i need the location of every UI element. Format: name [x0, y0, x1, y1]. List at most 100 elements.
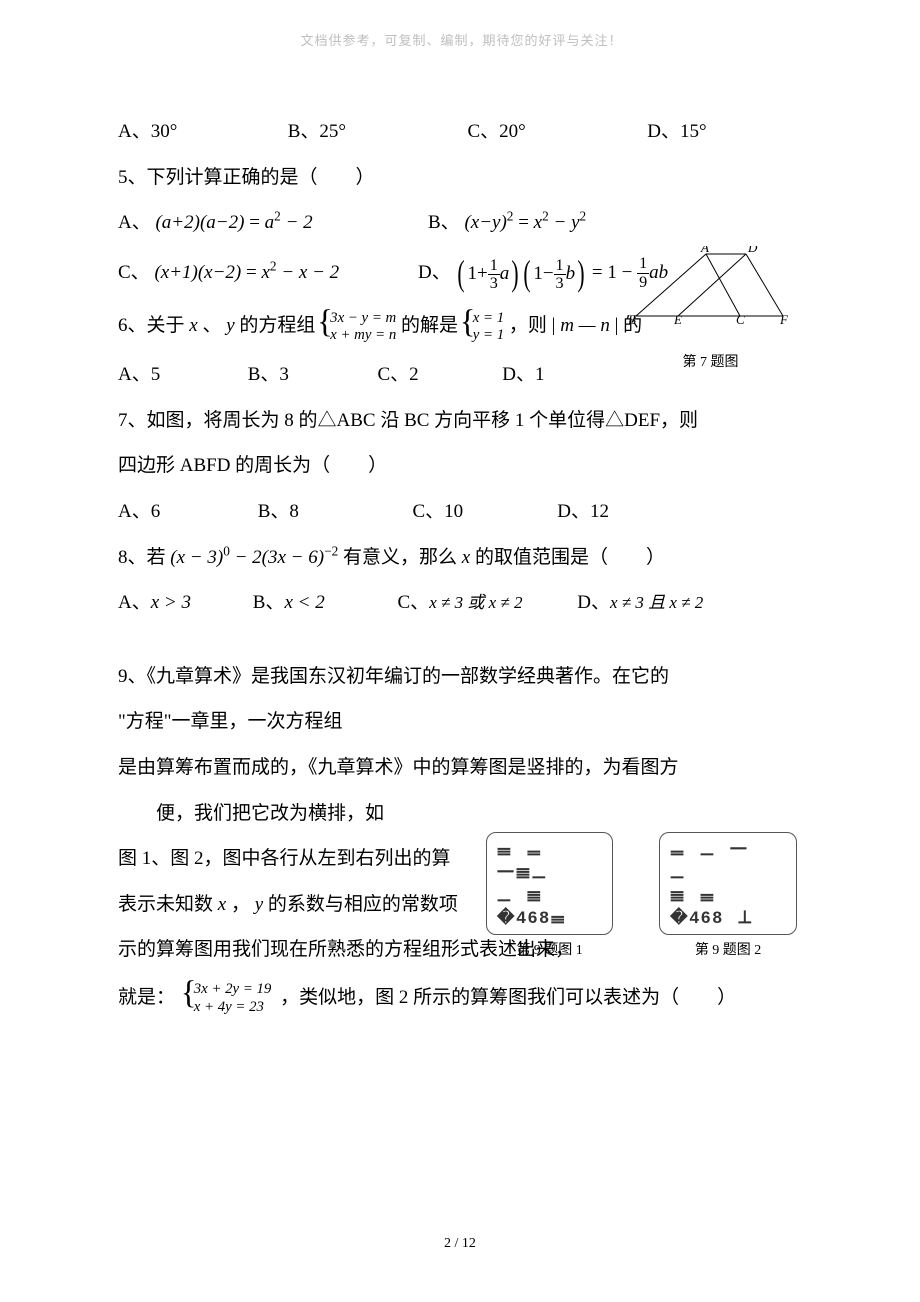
page-number: 2 / 12	[0, 1236, 920, 1252]
q4-opt-b: B、25°	[288, 109, 463, 155]
q8-lb: B、	[253, 592, 285, 613]
watermark-text: 文档供参考，可复制、编制，期待您的好评与关注！	[118, 30, 805, 49]
q6-x: x	[189, 315, 197, 336]
q8-x: x	[462, 547, 470, 568]
q5-b-sup2: 2	[542, 209, 549, 224]
q7-opt-c: C、10	[413, 489, 553, 535]
q7-line1: 7、如图，将周长为 8 的△ABC 沿 BC 方向平移 1 个单位得△DEF，则	[118, 398, 805, 444]
q5-d-p3: 1−	[533, 263, 553, 284]
q5-a-rhs2: − 2	[286, 212, 313, 233]
q8-a: 8、若	[118, 547, 170, 568]
q9-8b: ，类似地，图 2 所示的算筹图我们可以表述为（ ）	[280, 987, 736, 1008]
q5-c-rhs1: x	[261, 262, 269, 283]
q9-line5: 图 1、图 2，图中各行从左到右列出的算	[118, 836, 468, 882]
q9-6m: ，	[231, 894, 250, 915]
q7-opt-d: D、12	[557, 489, 609, 535]
svg-text:A: A	[700, 246, 709, 255]
q5-a-sup: 2	[274, 209, 281, 224]
q8-mid: − 2(3x − 6)	[235, 547, 324, 568]
q9-line4: 便，我们把它改为横排，如	[118, 791, 805, 837]
q5-eq-b: =	[518, 212, 533, 233]
frac-num: 1	[554, 257, 566, 275]
q9-6a: 表示未知数	[118, 894, 218, 915]
q5-b-rhs1: x	[534, 212, 542, 233]
q5-eq: =	[249, 212, 264, 233]
q5-opt-d-label: D、	[418, 262, 451, 283]
q8-la: A、	[118, 592, 151, 613]
q9-sysb: x + 4y = 23	[194, 999, 272, 1016]
q7-options: A、6 B、8 C、10 D、12	[118, 489, 805, 535]
q8-lc: C、	[398, 592, 430, 613]
q5-d-p2: a	[500, 263, 510, 284]
q8-b: 有意义，那么	[343, 547, 462, 568]
q5-d-p1: 1+	[468, 263, 488, 284]
q6-sys1: 3x − y = m x + my = n	[320, 310, 396, 344]
q7-opt-b: B、8	[258, 489, 408, 535]
q5-opt-a-label: A、	[118, 212, 151, 233]
q5-eq-c: =	[246, 262, 261, 283]
q4-opt-d: D、15°	[647, 109, 706, 155]
q6-opt-a: A、5	[118, 352, 243, 398]
q5-row-ab: A、 (a+2)(a−2) = a2 − 2 B、 (x−y)2 = x2 − …	[118, 200, 805, 246]
q6-c: 的解是	[401, 315, 463, 336]
q5-opt-b-label: B、	[428, 212, 460, 233]
q8-ld: D、	[577, 592, 610, 613]
q9-6x: x	[218, 894, 226, 915]
q8-e1: (x − 3)	[170, 547, 223, 568]
q5-a-lhs: (a+2)(a−2)	[155, 212, 244, 233]
q9-line8: 就是： 3x + 2y = 19 x + 4y = 23 ，类似地，图 2 所示…	[118, 973, 805, 1022]
q6-b: 的方程组	[239, 315, 320, 336]
q8-opt-c: x ≠ 3 或 x ≠ 2	[429, 593, 522, 612]
q9-6y: y	[255, 894, 263, 915]
q9-block: 9、《九章算术》是我国东汉初年编订的一部数学经典著作。在它的 "方程"一章里，一…	[118, 654, 805, 1023]
q6-opt-b: B、3	[248, 352, 373, 398]
q9-line2: "方程"一章里，一次方程组	[118, 699, 805, 745]
q9-sys: 3x + 2y = 19 x + 4y = 23	[184, 981, 272, 1015]
q9-line7: 示的算筹图用我们现在所熟悉的方程组形式表述出来，	[118, 927, 805, 973]
q9-6b: 的系数与相应的常数项	[268, 894, 458, 915]
q5-d-p4: b	[566, 263, 576, 284]
q5-opt-c-label: C、	[118, 262, 150, 283]
q6-opt-c: C、2	[378, 352, 498, 398]
q6-a: 6、关于	[118, 315, 189, 336]
q6-e: | 的	[615, 315, 643, 336]
q7-opt-a: A、6	[118, 489, 253, 535]
q5-b-sup3: 2	[580, 209, 587, 224]
q6-stem: 6、关于 x 、 y 的方程组 3x − y = m x + my = n 的解…	[118, 299, 805, 352]
q5-b-sup1: 2	[507, 209, 514, 224]
q9-8a: 就是：	[118, 987, 175, 1008]
q5-c-lhs: (x+1)(x−2)	[154, 262, 241, 283]
q6-sys1b: x + my = n	[330, 327, 396, 344]
q5-c-rhs2: − x − 2	[281, 262, 339, 283]
frac-num: 1	[488, 257, 500, 275]
q6-y: y	[226, 315, 234, 336]
q4-opt-a: A、30°	[118, 109, 283, 155]
q4-options: A、30° B、25° C、20° D、15°	[118, 109, 805, 155]
q6-sys1a: 3x − y = m	[330, 310, 396, 327]
q6-d: ，则 |	[509, 315, 560, 336]
q9-line3: 是由算筹布置而成的，《九章算术》中的算筹图是竖排的，为看图方	[118, 745, 805, 791]
frac-den: 3	[554, 274, 566, 293]
q6-opt-d: D、1	[502, 352, 544, 398]
q9-sysa: 3x + 2y = 19	[194, 981, 272, 998]
q7-line2: 四边形 ABFD 的周长为（ ）	[118, 443, 805, 489]
q8-stem: 8、若 (x − 3)0 − 2(3x − 6)−2 有意义，那么 x 的取值范…	[118, 535, 805, 581]
frac-den: 3	[488, 274, 500, 293]
q6-sys2a: x = 1	[473, 310, 504, 327]
q6-sys2: x = 1 y = 1	[463, 310, 504, 344]
q6-options: A、5 B、3 C、2 D、1	[118, 352, 805, 398]
svg-text:D: D	[747, 246, 758, 255]
q9-line6: 表示未知数 x ， y 的系数与相应的常数项	[118, 882, 508, 928]
q8-options: A、x > 3 B、x < 2 C、x ≠ 3 或 x ≠ 2 D、x ≠ 3 …	[118, 580, 805, 626]
q8-opt-d: x ≠ 3 且 x ≠ 2	[610, 593, 703, 612]
document-page: 文档供参考，可复制、编制，期待您的好评与关注！ A、30° B、25° C、20…	[0, 0, 920, 1302]
q6-mid1: 、	[202, 315, 221, 336]
q5-b-rhs2: − y	[554, 212, 580, 233]
q8-opt-a: x > 3	[151, 592, 191, 613]
q5-stem: 5、下列计算正确的是（ ）	[118, 155, 805, 201]
q5-row-cd: C、 (x+1)(x−2) = x2 − x − 2 D、 (1+13a)(1−…	[118, 246, 805, 299]
q8-exp0: 0	[223, 543, 230, 558]
q5-b-lhs: (x−y)	[464, 212, 506, 233]
q6-sys2b: y = 1	[473, 327, 504, 344]
q5-c-sup: 2	[270, 258, 277, 273]
